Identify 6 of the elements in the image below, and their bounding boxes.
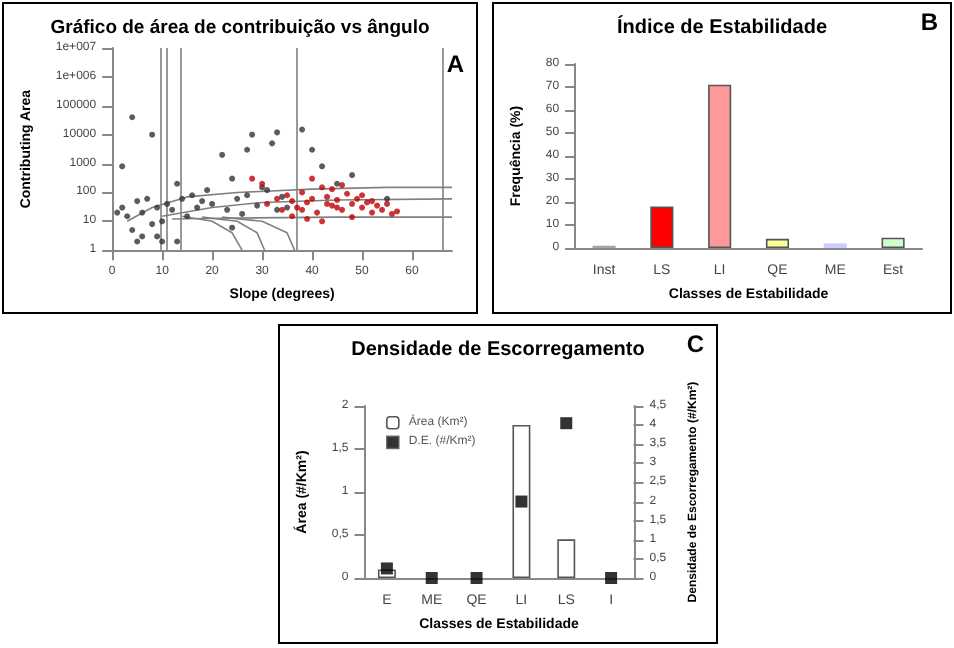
chart-title: Índice de Estabilidade — [616, 15, 828, 39]
chart-title: Gráfico de área de contribuição vs ângulo — [50, 17, 430, 39]
annotation: A — [446, 50, 465, 78]
chart-title: Densidade de Escorregamento — [351, 339, 645, 361]
text: B — [920, 8, 939, 36]
text: C — [686, 330, 705, 358]
